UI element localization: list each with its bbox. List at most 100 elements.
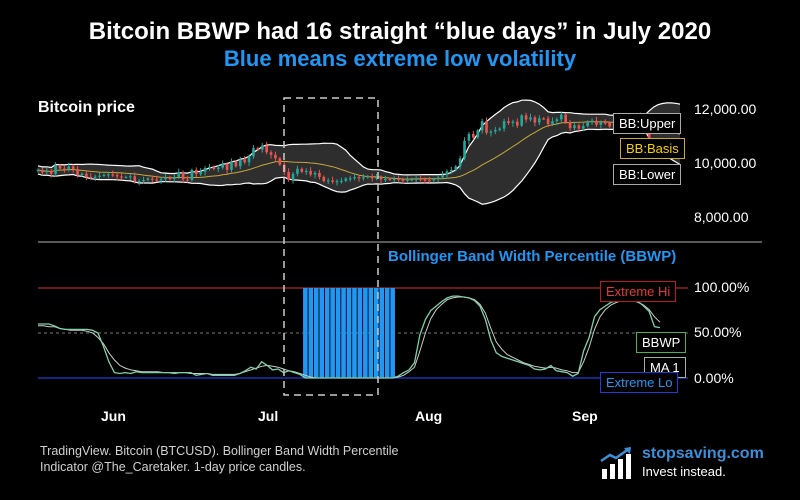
candle-body [436, 177, 440, 179]
blue-day-bar [379, 288, 385, 378]
blue-day-bar [324, 288, 330, 378]
candle-body [599, 122, 603, 125]
bar-chart-icon [600, 447, 631, 479]
candle-body [555, 119, 559, 122]
blue-day-bar [384, 288, 390, 378]
blue-day-bar [390, 288, 395, 378]
candle-body [335, 181, 339, 183]
source-note: TradingView. Bitcoin (BTCUSD). Bollinger… [40, 444, 399, 474]
candle-body [216, 167, 220, 169]
candle-body [63, 168, 66, 170]
candle-body [155, 179, 159, 181]
candle-body [129, 176, 132, 178]
candle-body [392, 178, 396, 180]
candle-body [546, 118, 550, 124]
candle-body [568, 122, 572, 129]
extreme-hi-tag: Extreme Hi [600, 281, 677, 302]
candle-body [406, 179, 409, 181]
blue-day-bar [357, 288, 363, 378]
candle-body [260, 145, 264, 150]
blue-day-bar [346, 288, 352, 378]
candle-body [107, 174, 110, 176]
candle-body [168, 177, 172, 179]
candle-body [331, 180, 334, 182]
candle-body [67, 166, 71, 170]
candle-body [208, 166, 211, 169]
bbwp-y-tick: 50.00% [694, 324, 742, 340]
bb-basis-tag: BB:Basis [620, 138, 685, 159]
bbwp-line [38, 295, 661, 379]
blue-day-bar [368, 288, 374, 378]
x-tick-sep: Sep [572, 408, 598, 424]
candle-body [507, 121, 510, 124]
candle-body [199, 171, 203, 175]
candle-body [124, 176, 128, 179]
candle-body [142, 179, 145, 182]
candle-body [243, 159, 246, 163]
price-panel-title: Bitcoin price [38, 99, 135, 116]
candle-body [300, 168, 304, 172]
candle-body [366, 176, 370, 178]
candle-body [551, 121, 554, 124]
price-panel [36, 99, 682, 205]
candle-body [559, 114, 563, 120]
candle-body [89, 176, 93, 179]
candle-body [173, 176, 176, 179]
bb-basis-line [37, 121, 681, 180]
candle-body [388, 178, 392, 181]
candle-body [494, 130, 497, 132]
candle-body [159, 179, 163, 181]
blue-day-bar [352, 288, 357, 378]
candle-body [428, 180, 431, 182]
blue-day-bar [330, 288, 335, 378]
brand-logo[interactable]: stopsaving.com Invest instead. [598, 443, 764, 483]
candle-body [454, 166, 458, 170]
candle-body [432, 178, 436, 181]
candle-body [603, 122, 607, 124]
candle-body [608, 122, 611, 127]
candle-body [384, 178, 387, 181]
candle-body [85, 173, 88, 177]
candle-body [348, 178, 352, 180]
candle-body [590, 120, 594, 122]
candle-body [357, 177, 361, 179]
candle-body [269, 152, 273, 155]
candle-body [225, 164, 229, 170]
candle-body [120, 176, 123, 178]
price-y-tick: 12,000.00 [694, 101, 757, 117]
candle-body [537, 118, 541, 123]
candle-body [480, 121, 484, 131]
candle-body [463, 140, 466, 159]
x-tick-aug: Aug [415, 408, 443, 424]
candle-body [291, 173, 295, 180]
candle-body [137, 180, 141, 183]
candle-body [458, 158, 462, 167]
candle-body [98, 175, 101, 177]
candle-body [542, 118, 545, 120]
candle-body [212, 166, 216, 169]
candle-body [344, 178, 348, 181]
candle-body [520, 115, 524, 126]
blue-day-bar [341, 288, 346, 378]
candle-body [238, 159, 242, 167]
candle-body [318, 172, 321, 177]
candle-body [49, 170, 53, 174]
highlight-window [283, 97, 379, 396]
bb-upper-line [37, 99, 681, 176]
candle-body [595, 120, 598, 125]
candle-body [194, 169, 198, 175]
candle-body [375, 177, 378, 179]
candle-body [423, 179, 427, 181]
candle-body [379, 177, 383, 180]
blue-day-bar [313, 288, 319, 378]
candle-body [71, 166, 75, 169]
price-y-tick: 8,000.00 [694, 209, 749, 225]
candle-body [502, 121, 506, 129]
bbwp-y-tick: 0.00% [694, 370, 734, 386]
candle-body [45, 170, 49, 173]
blue-day-bar [335, 288, 341, 378]
price-y-tick: 10,000.00 [694, 155, 757, 171]
candle-body [111, 174, 115, 176]
brand-tagline: Invest instead. [642, 464, 726, 479]
